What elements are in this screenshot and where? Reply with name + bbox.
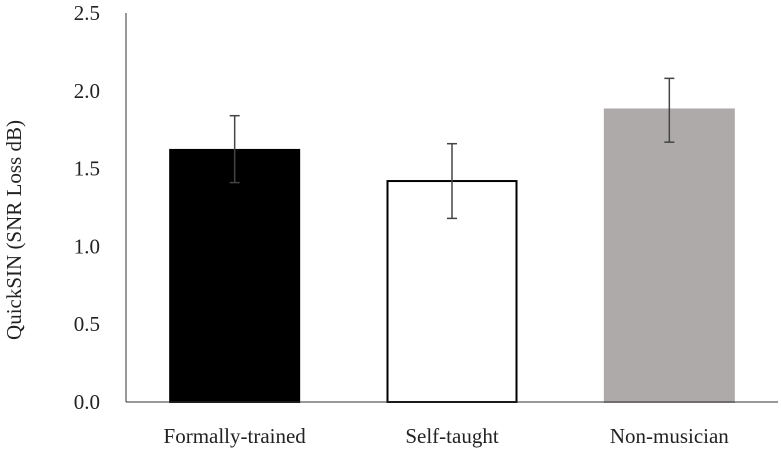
y-tick-label: 1.5 [74, 157, 100, 181]
x-category-label: Self-taught [405, 424, 498, 448]
x-axis-labels: Formally-trained Self-taught Non-musician [164, 424, 730, 448]
bar [603, 108, 735, 404]
error-bar [664, 77, 675, 143]
y-axis-title: QuickSIN (SNR Loss dB) [2, 120, 26, 340]
y-tick-label: 2.0 [74, 79, 100, 103]
y-axis-ticks: 0.0 0.5 1.0 1.5 2.0 2.5 [74, 1, 100, 414]
y-tick-label: 2.5 [74, 1, 100, 25]
error-bar [229, 114, 240, 184]
x-category-label: Non-musician [610, 424, 729, 448]
error-bar [447, 142, 457, 220]
y-tick-label: 0.5 [74, 312, 100, 336]
y-tick-label: 0.0 [74, 390, 100, 414]
y-tick-label: 1.0 [74, 234, 100, 258]
bar [169, 148, 301, 403]
error-bars [229, 77, 675, 220]
x-category-label: Formally-trained [164, 424, 307, 448]
